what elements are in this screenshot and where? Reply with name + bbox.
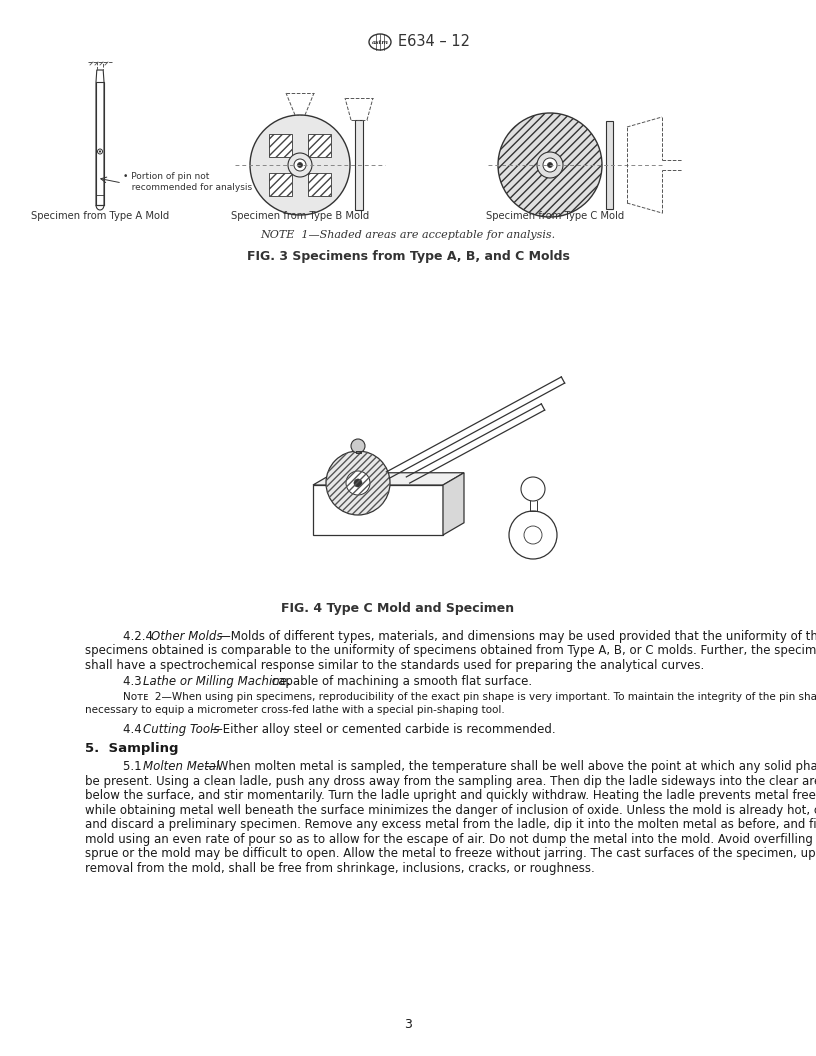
Circle shape	[521, 477, 545, 501]
Circle shape	[288, 153, 312, 177]
Text: Cutting Tools: Cutting Tools	[143, 722, 220, 736]
Circle shape	[351, 439, 365, 453]
Circle shape	[548, 163, 552, 168]
Text: Specimen from Type A Mold: Specimen from Type A Mold	[31, 211, 169, 221]
Text: specimens obtained is comparable to the uniformity of specimens obtained from Ty: specimens obtained is comparable to the …	[85, 644, 816, 658]
Bar	[606, 120, 613, 209]
Polygon shape	[308, 173, 331, 196]
Circle shape	[537, 152, 563, 178]
Text: mold using an even rate of pour so as to allow for the escape of air. Do not dum: mold using an even rate of pour so as to…	[85, 833, 816, 846]
Circle shape	[298, 163, 303, 168]
Text: necessary to equip a micrometer cross-fed lathe with a special pin-shaping tool.: necessary to equip a micrometer cross-fe…	[85, 705, 505, 715]
Bar	[355, 120, 363, 210]
Polygon shape	[313, 473, 464, 485]
Text: while obtaining metal well beneath the surface minimizes the danger of inclusion: while obtaining metal well beneath the s…	[85, 804, 816, 817]
Text: 5.  Sampling: 5. Sampling	[85, 741, 179, 755]
Circle shape	[509, 511, 557, 559]
Text: Lathe or Milling Machine,: Lathe or Milling Machine,	[143, 675, 290, 687]
Polygon shape	[269, 134, 291, 156]
Text: —Either alloy steel or cemented carbide is recommended.: —Either alloy steel or cemented carbide …	[211, 722, 556, 736]
Circle shape	[346, 471, 370, 495]
Bar	[96, 82, 104, 205]
Text: removal from the mold, shall be free from shrinkage, inclusions, cracks, or roug: removal from the mold, shall be free fro…	[85, 862, 595, 875]
Text: 3: 3	[404, 1018, 412, 1031]
Text: FIG. 3 Specimens from Type A, B, and C Molds: FIG. 3 Specimens from Type A, B, and C M…	[246, 250, 570, 263]
Circle shape	[498, 113, 602, 216]
Polygon shape	[313, 485, 443, 535]
Text: and discard a preliminary specimen. Remove any excess metal from the ladle, dip : and discard a preliminary specimen. Remo…	[85, 818, 816, 831]
Text: shall have a spectrochemical response similar to the standards used for preparin: shall have a spectrochemical response si…	[85, 659, 704, 672]
Text: • Portion of pin not
   recommended for analysis: • Portion of pin not recommended for ana…	[123, 172, 252, 192]
Text: 4.4: 4.4	[123, 722, 145, 736]
Circle shape	[524, 526, 542, 544]
Circle shape	[250, 115, 350, 215]
Text: NOTE  1—Shaded areas are acceptable for analysis.: NOTE 1—Shaded areas are acceptable for a…	[260, 230, 556, 240]
Text: astm: astm	[371, 39, 388, 44]
Text: 4.3: 4.3	[123, 675, 145, 687]
Text: 5.1: 5.1	[123, 760, 145, 773]
Text: 4.2.4: 4.2.4	[123, 630, 157, 643]
Text: be present. Using a clean ladle, push any dross away from the sampling area. The: be present. Using a clean ladle, push an…	[85, 775, 816, 788]
Polygon shape	[308, 134, 331, 156]
Circle shape	[326, 451, 390, 515]
Text: E634 – 12: E634 – 12	[398, 35, 470, 50]
Text: below the surface, and stir momentarily. Turn the ladle upright and quickly with: below the surface, and stir momentarily.…	[85, 790, 816, 803]
Text: Other Molds: Other Molds	[151, 630, 223, 643]
Text: capable of machining a smooth flat surface.: capable of machining a smooth flat surfa…	[268, 675, 532, 687]
Text: Specimen from Type C Mold: Specimen from Type C Mold	[486, 211, 624, 221]
Circle shape	[294, 159, 306, 171]
Text: FIG. 4 Type C Mold and Specimen: FIG. 4 Type C Mold and Specimen	[282, 602, 515, 615]
Text: Specimen from Type B Mold: Specimen from Type B Mold	[231, 211, 369, 221]
Polygon shape	[269, 173, 291, 196]
Circle shape	[354, 479, 362, 487]
Text: —Molds of different types, materials, and dimensions may be used provided that t: —Molds of different types, materials, an…	[219, 630, 816, 643]
Polygon shape	[443, 473, 464, 535]
Text: Nᴏᴛᴇ  2—When using pin specimens, reproducibility of the exact pin shape is very: Nᴏᴛᴇ 2—When using pin specimens, reprodu…	[123, 693, 816, 702]
Text: Molten Metal: Molten Metal	[143, 760, 220, 773]
Text: sprue or the mold may be difficult to open. Allow the metal to freeze without ja: sprue or the mold may be difficult to op…	[85, 848, 816, 861]
Text: —When molten metal is sampled, the temperature shall be well above the point at : —When molten metal is sampled, the tempe…	[205, 760, 816, 773]
Circle shape	[543, 158, 557, 172]
